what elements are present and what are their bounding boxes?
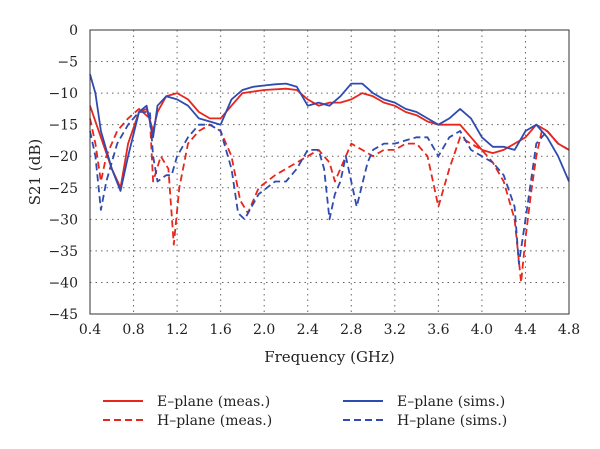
legend-label: H–plane (sims.) (397, 413, 507, 429)
legend-label: E–plane (meas.) (157, 394, 270, 410)
x-tick-label: 2.0 (253, 322, 275, 338)
x-tick-label: 4.0 (471, 322, 493, 338)
x-tick-label: 4.8 (558, 322, 580, 338)
y-tick-label: −40 (48, 275, 78, 291)
y-tick-label: −15 (48, 118, 78, 134)
y-tick-label: −20 (48, 149, 78, 165)
plot-frame (89, 29, 570, 315)
x-tick-label: 0.4 (79, 322, 101, 338)
series-line-0 (89, 87, 570, 189)
x-tick-label: 3.6 (427, 322, 449, 338)
x-tick-label: 1.2 (166, 322, 188, 338)
x-tick-label: 2.8 (340, 322, 362, 338)
y-tick-label: 0 (69, 23, 78, 39)
y-tick-label: −30 (48, 212, 78, 228)
grid-layer (89, 29, 570, 315)
series-line-1 (89, 108, 570, 284)
x-tick-label: 1.6 (210, 322, 232, 338)
y-axis-title: S21 (dB) (26, 139, 44, 205)
x-tick-label: 3.2 (384, 322, 406, 338)
y-tick-labels: 0 −5 −10 −15 −20 −25 −30 −35 −40 −45 (48, 23, 78, 323)
y-tick-label: −5 (57, 55, 78, 71)
x-tick-label: 0.8 (122, 322, 144, 338)
x-tick-label: 4.4 (514, 322, 536, 338)
legend: E–plane (meas.) H–plane (meas.) E–plane (s… (103, 394, 507, 429)
x-axis-title: Frequency (GHz) (264, 348, 395, 366)
x-tick-label: 2.4 (297, 322, 319, 338)
y-tick-label: −10 (48, 86, 78, 102)
y-tick-label: −25 (48, 181, 78, 197)
x-tick-labels: 0.4 0.8 1.2 1.6 2.0 2.4 2.8 3.2 3.6 4.0 4.4 4.8 (79, 322, 580, 338)
series-line-2 (89, 73, 570, 192)
legend-label: E–plane (sims.) (397, 394, 505, 410)
legend-label: H–plane (meas.) (157, 413, 272, 429)
series-layer (89, 73, 570, 284)
y-tick-label: −45 (48, 307, 78, 323)
y-tick-label: −35 (48, 244, 78, 260)
